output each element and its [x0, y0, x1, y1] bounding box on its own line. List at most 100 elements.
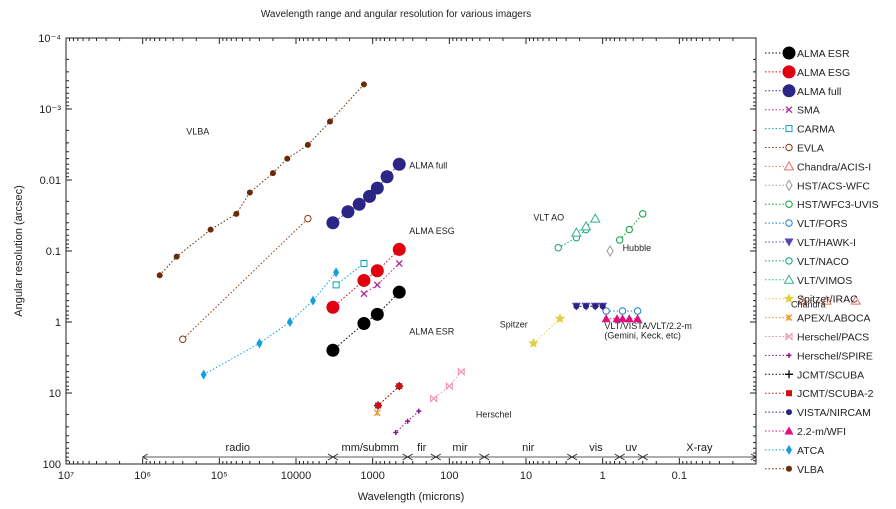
data-point: [370, 181, 384, 195]
legend-item: Chandra/ACIS-I: [765, 160, 871, 173]
data-point: [618, 307, 627, 315]
series-line: [557, 229, 587, 249]
data-point: [625, 225, 633, 234]
data-point: [528, 337, 539, 348]
series-vlt-vimos: [571, 213, 601, 237]
legend: ALMA ESR ALMA ESG ALMA full SMA CARMA EVLA Cha…: [765, 46, 879, 476]
series-line: [332, 249, 400, 308]
band-arrow-left: [435, 453, 442, 461]
legend-marker: [783, 274, 795, 284]
series-sma: [360, 260, 403, 298]
band-arrows: radio mm/submm fir mir nir vis uv X-ray: [141, 442, 757, 461]
legend-marker: [785, 257, 793, 265]
series-atca: [200, 267, 340, 380]
y-tick-label: 0.01: [40, 175, 61, 187]
legend-label: APEX/LABOCA: [797, 313, 871, 325]
band-arrow-left: [641, 453, 648, 461]
legend-item: ALMA ESR: [765, 46, 850, 60]
data-point: [352, 197, 366, 211]
band-label: vis: [589, 442, 603, 454]
legend-item: ATCA: [765, 444, 824, 457]
legend-item: CARMA: [765, 124, 835, 136]
band-label: X-ray: [686, 442, 713, 454]
data-point: [360, 260, 368, 268]
y-tick-label: 100: [43, 459, 61, 471]
series-line: [377, 385, 400, 406]
data-point: [554, 244, 562, 252]
annotation: VLT/VISTA/VLT/2.2-m: [604, 321, 692, 331]
legend-label: CARMA: [797, 124, 835, 136]
legend-marker: [785, 332, 793, 341]
series-line: [533, 318, 561, 344]
legend-marker: [785, 219, 793, 227]
x-tick-label: 100: [440, 470, 458, 482]
legend-label: VLT/HAWK-I: [797, 237, 856, 249]
series-alma-esg: [326, 242, 406, 314]
band-label: uv: [625, 442, 637, 454]
data-point: [256, 338, 263, 349]
legend-marker: [784, 238, 794, 247]
data-point: [373, 409, 381, 417]
plot-series: [156, 81, 862, 435]
x-axis-label: Wavelength (microns): [358, 491, 465, 503]
legend-label: ALMA full: [797, 86, 841, 98]
data-point: [326, 216, 340, 230]
series-chandra-acis-i: [796, 295, 862, 305]
data-point: [615, 236, 624, 244]
data-point: [601, 314, 611, 323]
legend-item: Spitzer/IRAC: [765, 293, 858, 306]
data-point: [332, 281, 340, 289]
annotation: Herschel: [476, 409, 512, 419]
data-point: [395, 260, 403, 267]
legend-label: ATCA: [797, 445, 824, 457]
data-point: [554, 313, 566, 324]
legend-marker: [782, 65, 796, 79]
data-point: [592, 303, 599, 310]
series-evla: [179, 214, 312, 343]
series-spitzer-irac: [528, 313, 566, 348]
band-arrow-left: [618, 453, 625, 461]
legend-label: EVLA: [797, 143, 824, 155]
legend-marker: [785, 200, 793, 208]
legend-label: Chandra/ACIS-I: [797, 161, 871, 173]
data-point: [179, 335, 187, 343]
legend-item: ALMA full: [765, 84, 841, 98]
data-point: [392, 157, 406, 171]
legend-marker: [785, 314, 793, 322]
data-point: [375, 402, 382, 409]
legend-marker: [783, 293, 795, 304]
y-tick-label: 10⁻⁴: [38, 33, 61, 45]
legend-item: JCMT/SCUBA: [765, 369, 864, 381]
annotation: (Gemini, Keck, etc): [604, 330, 681, 340]
data-point: [430, 394, 438, 403]
band-label: radio: [226, 442, 250, 454]
series-line: [203, 272, 337, 376]
axes: 10⁷ 10⁶ 10⁵ 10000 1000 100 10 1 0.1 10⁻⁴ 10⁻³ 0.01 0…: [38, 33, 756, 482]
band-arrow-left: [406, 453, 413, 461]
data-point: [310, 295, 317, 306]
legend-item: VLT/NACO: [765, 256, 849, 268]
data-point: [373, 281, 381, 289]
annotation: ALMA ESG: [409, 226, 455, 236]
series-hst-wfc3-uvis: [615, 210, 647, 244]
band-arrow-left: [141, 453, 148, 461]
data-point: [284, 155, 291, 162]
legend-label: VISTA/NIRCAM: [797, 407, 871, 419]
legend-marker: [785, 125, 793, 133]
series-line: [182, 218, 309, 340]
series-hst-acs-wfc: [606, 245, 614, 257]
data-point: [246, 189, 253, 196]
data-point: [618, 314, 628, 323]
data-point: [580, 220, 592, 231]
legend-marker: [785, 143, 793, 152]
x-tick-label: 0.1: [672, 470, 687, 482]
y-tick-label: 10⁻³: [39, 104, 61, 116]
legend-item: SMA: [765, 105, 820, 117]
x-tick-label: 10000: [281, 470, 312, 482]
y-tick-label: 1: [55, 317, 61, 329]
band-label: mir: [452, 442, 468, 454]
legend-label: VLT/FORS: [797, 218, 848, 230]
series-vista-nircam: [573, 303, 606, 310]
data-point: [416, 408, 422, 414]
